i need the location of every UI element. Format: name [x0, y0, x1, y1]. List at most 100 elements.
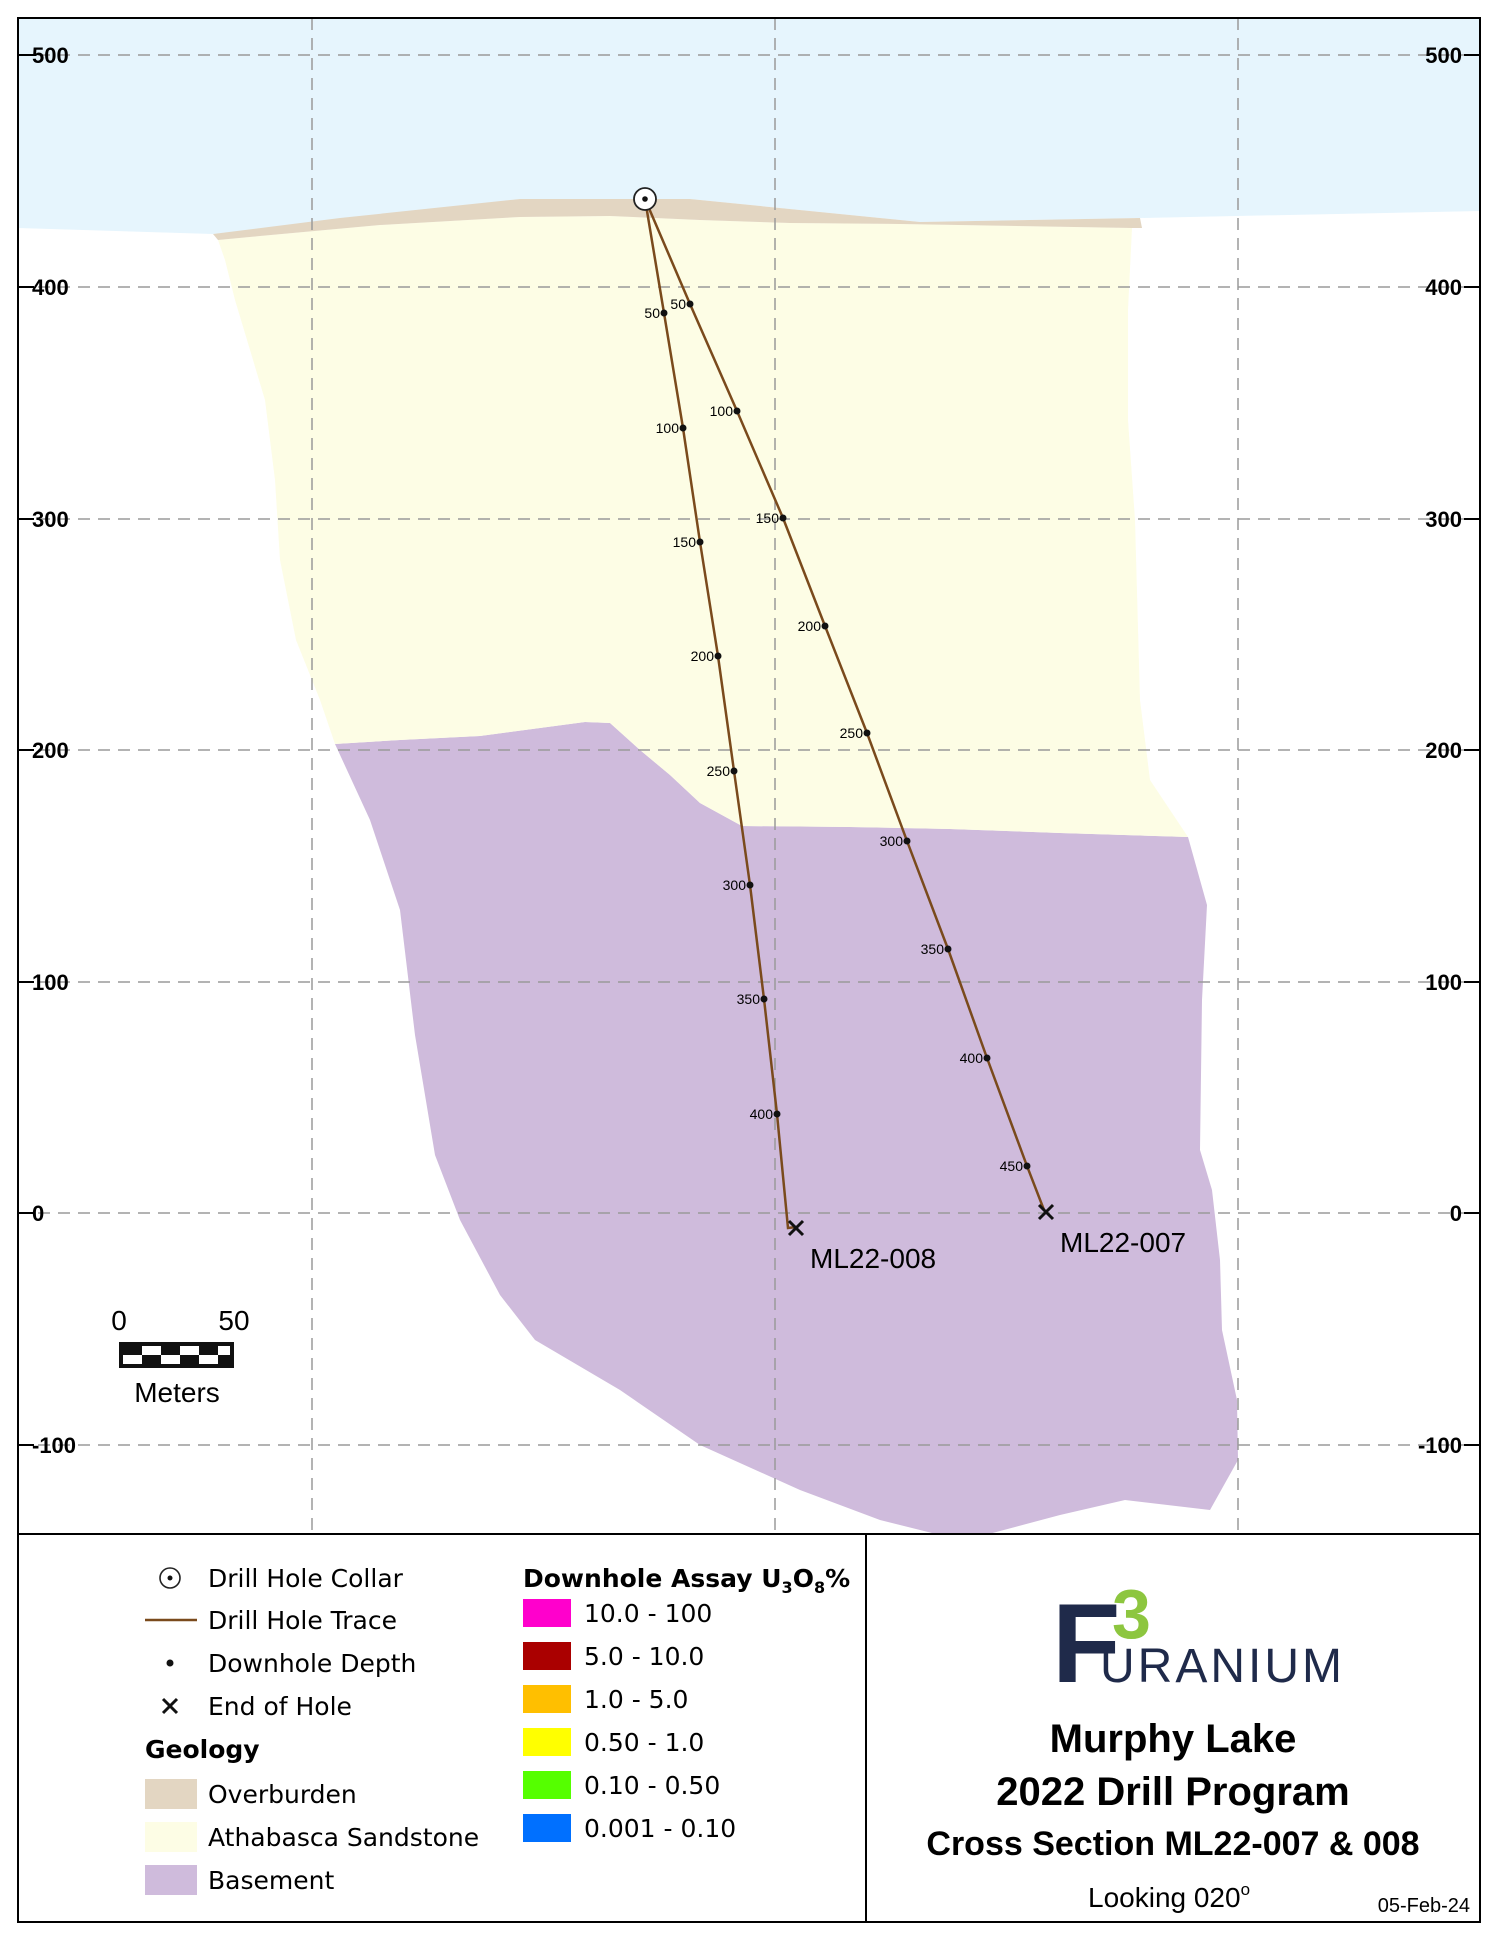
swatch-basement	[145, 1865, 197, 1895]
geology-athabasca-sandstone	[218, 216, 1188, 837]
drill-hole-collar	[633, 187, 657, 211]
depth-dot	[679, 424, 687, 432]
depth-label: 150	[673, 534, 697, 550]
depth-label: 200	[798, 618, 822, 634]
depth-label: 50	[670, 296, 686, 312]
drill-hole-ml22-008: 50 100 150 200 250 300 350 400 ML22-008	[643, 198, 936, 1274]
depth-label: 300	[880, 833, 904, 849]
depth-label: 150	[756, 510, 780, 526]
depth-dot	[773, 1110, 781, 1118]
y-tick-label-left: 0	[32, 1201, 44, 1226]
y-tick-label-right: 200	[1425, 738, 1462, 763]
title-line-1: Murphy Lake	[1050, 1717, 1297, 1761]
y-tick-label-right: 100	[1425, 970, 1462, 995]
legend-label-assay: 0.001 - 0.10	[584, 1814, 736, 1843]
scale-bar-start-label: 0	[111, 1305, 127, 1336]
scale-bar-unit-label: Meters	[134, 1377, 220, 1408]
legend-label-collar: Drill Hole Collar	[208, 1564, 404, 1593]
legend-label-assay: 0.10 - 0.50	[584, 1771, 720, 1800]
title-line-2: 2022 Drill Program	[996, 1770, 1350, 1814]
depth-markers	[686, 300, 1031, 1170]
right-axis: 500 400 300 200 100 0 -100	[1418, 43, 1480, 1458]
logo-3: 3	[1112, 1575, 1151, 1653]
depth-dot	[733, 407, 741, 415]
title-block: F 3 URANIUM Murphy Lake 2022 Drill Progr…	[865, 1533, 1481, 1923]
end-of-hole-x-icon	[161, 1697, 179, 1715]
swatch-athabasca-sandstone	[145, 1822, 197, 1852]
legend-label-overburden: Overburden	[208, 1780, 357, 1809]
legend-geology-title: Geology	[145, 1735, 260, 1764]
depth-label: 50	[644, 305, 660, 321]
depth-dot	[944, 945, 952, 953]
depth-label: 250	[707, 763, 731, 779]
logo-uranium: URANIUM	[1100, 1640, 1345, 1693]
swatch-assay-0.1-0.5	[523, 1771, 571, 1799]
legend-assay-title: Downhole Assay U3O8%	[523, 1564, 850, 1597]
legend-label-end-of-hole: End of Hole	[208, 1692, 352, 1721]
depth-markers	[660, 309, 781, 1118]
depth-label: 100	[656, 420, 680, 436]
end-of-hole-marker	[1037, 1203, 1055, 1221]
scale-bar-end-label: 50	[218, 1305, 249, 1336]
depth-dot	[696, 538, 704, 546]
depth-label: 200	[691, 648, 715, 664]
depth-dot	[746, 881, 754, 889]
title-line-3: Cross Section ML22-007 & 008	[926, 1825, 1419, 1863]
depth-label: 250	[840, 725, 864, 741]
depth-dot	[730, 767, 738, 775]
y-tick-label-left: 500	[32, 43, 69, 68]
legend-label-assay: 1.0 - 5.0	[584, 1685, 688, 1714]
depth-dot	[1023, 1162, 1031, 1170]
depth-dot-icon	[166, 1659, 174, 1667]
depth-dot	[686, 300, 694, 308]
depth-dot	[821, 622, 829, 630]
swatch-assay-10-100	[523, 1599, 571, 1627]
legend-label-assay: 5.0 - 10.0	[584, 1642, 704, 1671]
drill-hole-ml22-007: 50 100 150 200 250 300 350 400 450 ML22-…	[643, 198, 1186, 1258]
depth-dot	[983, 1054, 991, 1062]
legend-label-athabasca-sandstone: Athabasca Sandstone	[208, 1823, 479, 1852]
legend-label-assay: 0.50 - 1.0	[584, 1728, 704, 1757]
left-axis: 500 400 300 200 100 0 -100	[18, 43, 76, 1458]
sky-area	[18, 18, 1480, 234]
y-tick-label-right: 500	[1425, 43, 1462, 68]
y-tick-label-left: 100	[32, 970, 69, 995]
y-tick-label-left: -100	[32, 1433, 76, 1458]
y-tick-label-right: 0	[1450, 1201, 1462, 1226]
legend-panel: Drill Hole Collar Drill Hole Trace Downh…	[17, 1533, 867, 1923]
y-tick-label-left: 200	[32, 738, 69, 763]
y-tick-label-right: 300	[1425, 507, 1462, 532]
depth-label: 350	[737, 991, 761, 1007]
geology-basement	[335, 722, 1238, 1535]
y-tick-label-right: 400	[1425, 275, 1462, 300]
legend-label-assay: 10.0 - 100	[584, 1599, 712, 1628]
scale-bar: 0 50 Meters	[111, 1305, 249, 1408]
depth-dot	[660, 309, 668, 317]
y-tick-label-left: 300	[32, 507, 69, 532]
depth-label: 400	[750, 1106, 774, 1122]
depth-dot	[863, 729, 871, 737]
depth-dot	[714, 652, 722, 660]
depth-label: 450	[1000, 1158, 1024, 1174]
legend-label-basement: Basement	[208, 1866, 334, 1895]
geology-overburden	[213, 199, 1142, 240]
legend-label-trace: Drill Hole Trace	[208, 1606, 397, 1635]
drill-hole-label: ML22-008	[810, 1243, 936, 1274]
depth-dot	[903, 837, 911, 845]
depth-label: 100	[710, 403, 734, 419]
looking-direction: Looking 020o	[1088, 1880, 1250, 1913]
depth-dot	[779, 514, 787, 522]
swatch-assay-0.001-0.1	[523, 1814, 571, 1842]
collar-icon	[159, 1567, 181, 1589]
swatch-assay-0.5-1	[523, 1728, 571, 1756]
depth-label: 400	[960, 1050, 984, 1066]
depth-label: 350	[921, 941, 945, 957]
y-tick-label-right: -100	[1418, 1433, 1462, 1458]
map-date: 05-Feb-24	[1378, 1895, 1470, 1917]
logo-f: F	[1052, 1581, 1120, 1706]
f3-uranium-logo: F 3 URANIUM	[1052, 1575, 1345, 1706]
legend-label-depth: Downhole Depth	[208, 1649, 416, 1678]
grid	[18, 18, 1480, 1534]
drill-hole-label: ML22-007	[1060, 1227, 1186, 1258]
